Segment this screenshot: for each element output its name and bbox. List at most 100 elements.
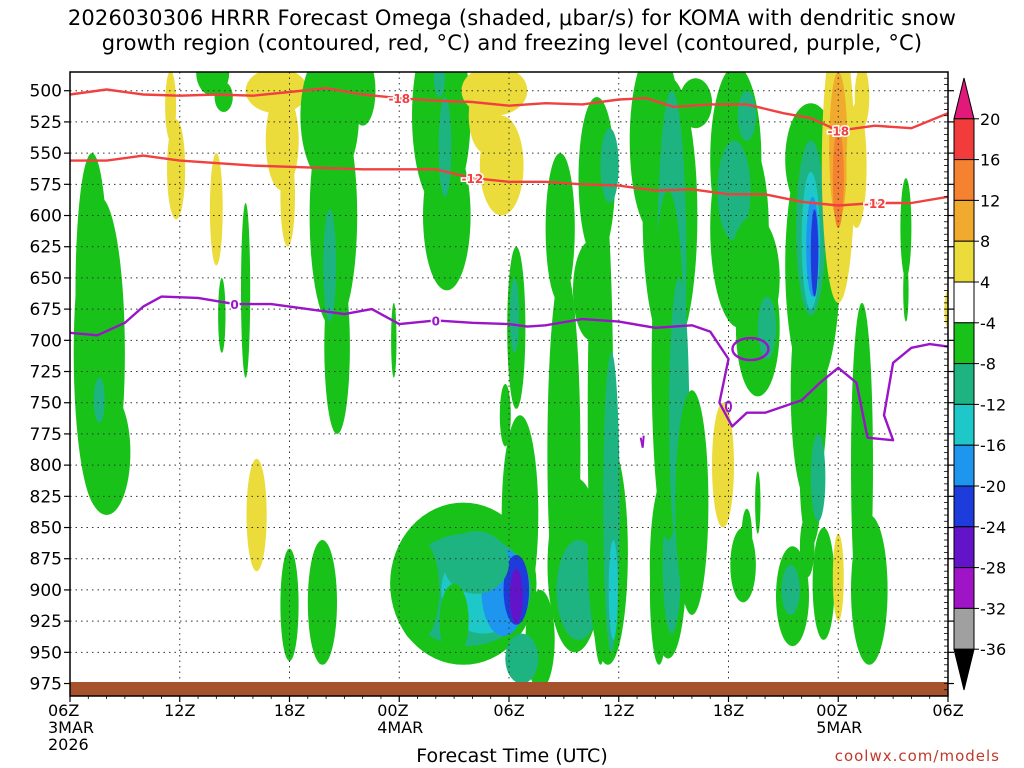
colorbar-label: 4 xyxy=(980,273,990,292)
dendritic-contour-12 xyxy=(70,154,948,207)
colorbar-band xyxy=(953,322,975,365)
x-tick-label: 12Z xyxy=(603,701,634,720)
omega-blob xyxy=(246,458,267,572)
omega-blob xyxy=(832,533,844,622)
ground-surface xyxy=(70,682,948,696)
colorbar-label: -32 xyxy=(980,599,1006,618)
colorbar-band xyxy=(953,485,975,528)
omega-blob xyxy=(241,203,251,378)
colorbar-top-arrow xyxy=(953,77,975,120)
colorbar-label: 8 xyxy=(980,232,990,251)
credit-text: coolwx.com/models xyxy=(834,747,1000,765)
colorbar-band xyxy=(953,363,975,405)
x-tick-date-label: 5MAR xyxy=(816,718,862,737)
y-tick-label: 800 xyxy=(30,456,62,476)
omega-blob xyxy=(509,568,523,624)
colorbar-band xyxy=(953,607,975,650)
omega-blob xyxy=(349,72,376,126)
y-tick-label: 850 xyxy=(30,519,62,539)
omega-blob xyxy=(854,72,870,129)
y-tick-label: 825 xyxy=(30,487,62,507)
freezing-level-loop xyxy=(731,336,770,362)
x-tick-date-label: 4MAR xyxy=(377,718,423,737)
omega-blob xyxy=(309,103,358,328)
chart-title: 2026030306 HRRR Forecast Omega (shaded, … xyxy=(0,6,1024,56)
colorbar: 20 16 12 8 4 -4 -8 -12 -16 -20 -24 -28 -32 -36 xyxy=(953,77,1006,691)
colorbar-band xyxy=(953,199,975,242)
colorbar-label: 16 xyxy=(980,151,1000,170)
x-tick-label: 18Z xyxy=(274,701,305,720)
y-tick-label: 950 xyxy=(30,643,62,663)
y-axis: 500 525 550 575 600 625 650 675 700 725 750 775 800 8… xyxy=(30,77,954,697)
omega-blob xyxy=(679,78,713,129)
freezing-level-loop xyxy=(725,400,732,413)
omega-blob xyxy=(903,259,909,322)
colorbar-band xyxy=(953,567,975,609)
x-tick-label: 00Z xyxy=(816,701,847,720)
x-tick-date-label: 3MAR xyxy=(48,718,94,737)
omega-blob xyxy=(499,384,511,447)
omega-blob xyxy=(600,128,619,204)
freezing-level-contour xyxy=(70,295,948,442)
colorbar-label: 20 xyxy=(980,110,1000,129)
omega-blob xyxy=(280,146,296,247)
dendritic-contour-18-label: -18 xyxy=(388,92,410,106)
dendritic-contour-18 xyxy=(70,87,948,132)
omega-blob xyxy=(505,633,539,684)
colorbar-bottom-arrow xyxy=(953,648,975,691)
x-tick-label: 12Z xyxy=(164,701,195,720)
colorbar-label: -4 xyxy=(980,314,996,333)
colorbar-band xyxy=(953,444,975,487)
omega-blob xyxy=(468,78,502,154)
freezing-level-contour-label: 0 xyxy=(432,314,440,328)
y-tick-label: 725 xyxy=(30,363,62,383)
dendritic-contour-18-label: -18 xyxy=(827,125,849,139)
colorbar-label: -24 xyxy=(980,518,1006,537)
x-axis-title: Forecast Time (UTC) xyxy=(416,745,608,767)
colorbar-band xyxy=(953,240,975,283)
omega-blob xyxy=(810,209,819,297)
omega-blob xyxy=(545,153,575,303)
y-tick-label: 550 xyxy=(30,144,62,164)
colorbar-label: -36 xyxy=(980,640,1006,659)
omega-blob xyxy=(438,96,452,197)
x-tick-label: 06Z xyxy=(48,701,79,720)
omega-blob xyxy=(214,82,233,112)
omega-blob xyxy=(167,119,186,220)
omega-blob xyxy=(75,153,109,428)
omega-blob xyxy=(737,90,756,141)
omega-blob xyxy=(832,128,844,229)
colorbar-band xyxy=(953,118,975,161)
x-tick-label: 00Z xyxy=(377,701,408,720)
colorbar-band xyxy=(953,281,975,324)
omega-blob xyxy=(323,209,337,322)
omega-blob xyxy=(755,471,761,534)
omega-blob xyxy=(812,527,835,640)
y-tick-label: 875 xyxy=(30,550,62,570)
dendritic-contour-12-label: -12 xyxy=(864,197,886,211)
freezing-level-loop xyxy=(639,435,645,448)
colorbar-label: 12 xyxy=(980,191,1000,210)
omega-shading xyxy=(73,72,948,690)
x-tick-label: 06Z xyxy=(493,701,524,720)
omega-blob xyxy=(443,531,509,594)
omega-blob xyxy=(93,377,105,423)
omega-blob xyxy=(423,140,471,291)
omega-blob xyxy=(608,540,618,640)
omega-blob xyxy=(675,390,709,615)
y-tick-label: 975 xyxy=(30,675,62,695)
colorbar-band xyxy=(953,403,975,446)
freezing-level-contour-label: 0 xyxy=(230,298,238,312)
y-tick-label: 700 xyxy=(30,331,62,351)
omega-blob xyxy=(846,103,867,228)
y-tick-label: 750 xyxy=(30,394,62,414)
y-tick-label: 525 xyxy=(30,113,62,133)
y-tick-label: 650 xyxy=(30,269,62,289)
colorbar-label: -20 xyxy=(980,477,1006,496)
contour-lines: -18 -18 -12 -12 0 0 xyxy=(70,87,948,448)
colorbar-band xyxy=(953,159,975,201)
omega-blob xyxy=(810,433,826,522)
chart-title-line1: 2026030306 HRRR Forecast Omega (shaded, … xyxy=(67,6,957,30)
